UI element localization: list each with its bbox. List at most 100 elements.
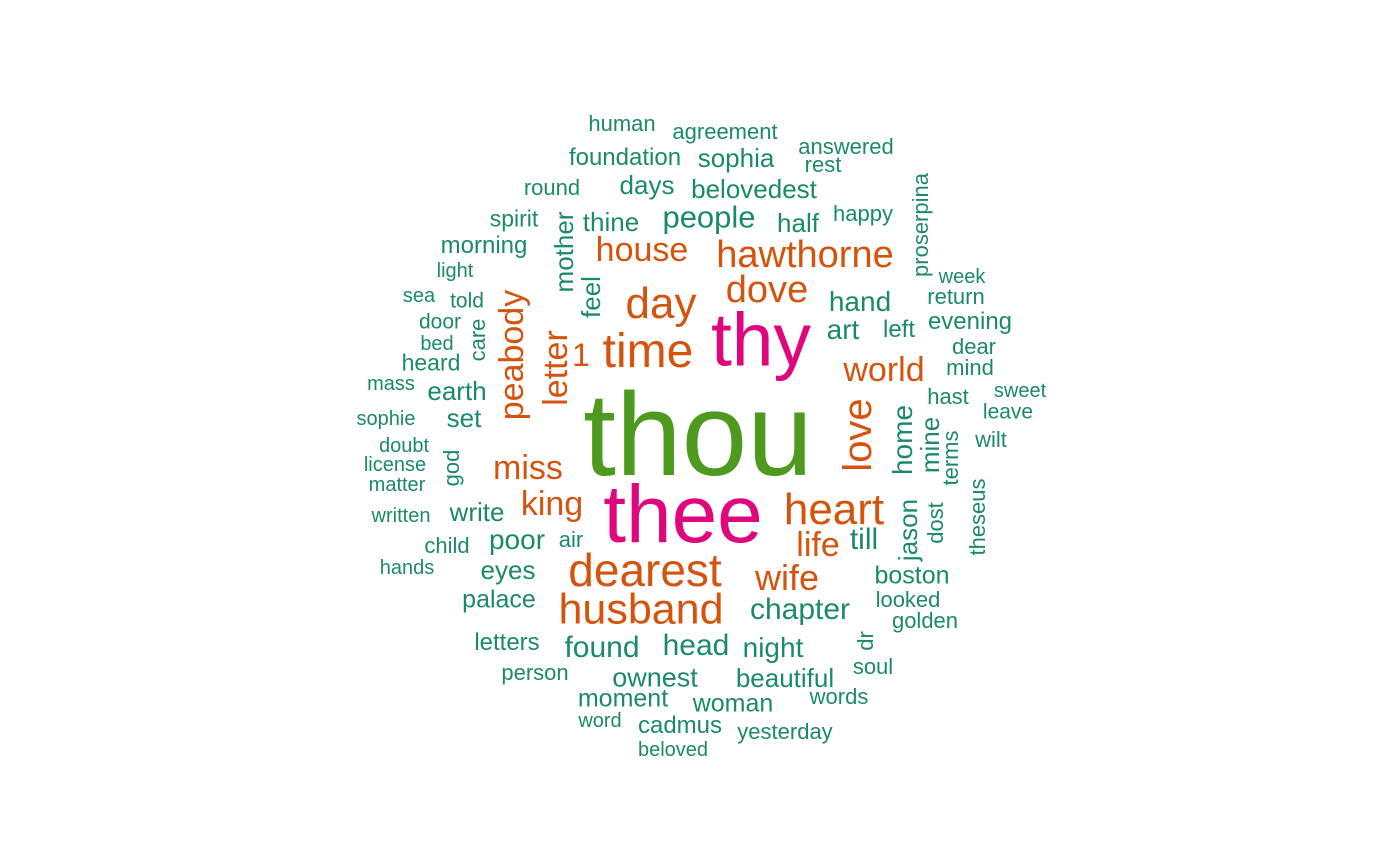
word-1: 1 [572, 337, 590, 373]
word-proserpina: proserpina [908, 173, 933, 277]
word-hast: hast [927, 384, 969, 409]
word-chapter: chapter [749, 593, 851, 626]
word-husband: husband [558, 585, 724, 634]
word-feel: feel [576, 276, 606, 318]
word-miss: miss [493, 449, 563, 487]
word-words: words [809, 684, 869, 709]
word-return: return [927, 284, 985, 309]
word-left: left [882, 316, 916, 343]
word-peabody: peabody [493, 289, 531, 421]
word-woman: woman [692, 689, 774, 718]
word-told: told [450, 289, 484, 313]
word-leave: leave [982, 400, 1034, 424]
word-child: child [424, 533, 470, 558]
word-thou: thou [583, 369, 813, 501]
word-beautiful: beautiful [735, 663, 835, 693]
word-moment: moment [577, 684, 669, 713]
word-love: love [836, 398, 880, 472]
word-sophia: sophia [697, 143, 775, 173]
word-air: air [558, 527, 584, 552]
word-boston: boston [874, 561, 950, 590]
word-dove: dove [725, 269, 809, 311]
word-thee: thee [603, 469, 763, 560]
word-hands: hands [379, 557, 435, 579]
word-week: week [938, 266, 986, 288]
word-letters: letters [474, 629, 540, 656]
word-agreement: agreement [672, 119, 778, 144]
word-cadmus: cadmus [637, 712, 723, 739]
word-till: till [849, 523, 879, 556]
word-heart: heart [783, 485, 885, 534]
word-door: door [418, 310, 462, 334]
word-house: house [595, 231, 689, 269]
word-care: care [465, 318, 490, 362]
word-jason: jason [893, 498, 923, 562]
word-world: world [843, 351, 925, 389]
word-sophie: sophie [356, 408, 416, 430]
word-eyes: eyes [480, 555, 536, 585]
word-thine: thine [582, 207, 640, 237]
word-earth: earth [427, 376, 487, 406]
word-light: light [436, 260, 474, 282]
word-license: license [363, 454, 427, 476]
word-days: days [619, 170, 675, 200]
word-head: head [662, 629, 730, 662]
word-terms: terms [938, 430, 963, 486]
word-people: people [662, 199, 756, 235]
word-half: half [777, 208, 819, 238]
word-hawthorne: hawthorne [716, 234, 894, 276]
word-home: home [887, 404, 918, 476]
word-dost: dost [923, 502, 948, 544]
word-heard: heard [401, 349, 461, 376]
word-mass: mass [367, 373, 415, 395]
word-answered: answered [798, 134, 894, 159]
word-evening: evening [927, 308, 1013, 335]
word-bed: bed [420, 333, 454, 355]
word-matter: matter [368, 474, 426, 496]
word-poor: poor [488, 524, 546, 555]
word-art: art [826, 314, 860, 345]
word-thy: thy [710, 297, 812, 382]
word-person: person [501, 660, 569, 685]
word-ownest: ownest [612, 662, 698, 693]
word-day: day [625, 279, 697, 328]
word-written: written [371, 505, 431, 527]
word-hand: hand [828, 286, 892, 317]
word-dear: dear [951, 334, 997, 359]
word-sweet: sweet [993, 380, 1047, 402]
word-dr: dr [853, 631, 878, 651]
word-belovedest: belovedest [691, 174, 817, 204]
word-doubt: doubt [378, 435, 430, 457]
word-beloved: beloved [637, 739, 709, 761]
word-king: king [520, 485, 584, 523]
word-night: night [742, 632, 804, 663]
word-write: write [449, 497, 505, 527]
word-golden: golden [891, 608, 959, 633]
word-wilt: wilt [975, 427, 1007, 452]
word-dearest: dearest [568, 544, 722, 596]
word-looked: looked [875, 587, 941, 612]
word-set: set [446, 403, 482, 433]
word-rest: rest [804, 152, 842, 177]
word-soul: soul [852, 654, 894, 679]
word-round: round [523, 175, 581, 200]
word-morning: morning [440, 232, 528, 259]
word-life: life [796, 526, 840, 564]
word-found: found [564, 631, 640, 664]
word-mother: mother [549, 211, 579, 293]
word-happy: happy [833, 201, 893, 226]
word-foundation: foundation [568, 144, 682, 171]
word-word: word [578, 710, 622, 732]
word-palace: palace [462, 585, 536, 614]
word-god: god [439, 449, 464, 487]
word-letter: letter [537, 330, 575, 406]
word-yesterday: yesterday [737, 719, 833, 744]
word-mind: mind [946, 355, 994, 380]
word-spirit: spirit [489, 205, 539, 232]
word-time: time [602, 325, 694, 378]
word-theseus: theseus [965, 478, 990, 556]
word-sea: sea [402, 285, 436, 307]
word-human: human [588, 111, 656, 136]
word-wife: wife [754, 557, 820, 598]
